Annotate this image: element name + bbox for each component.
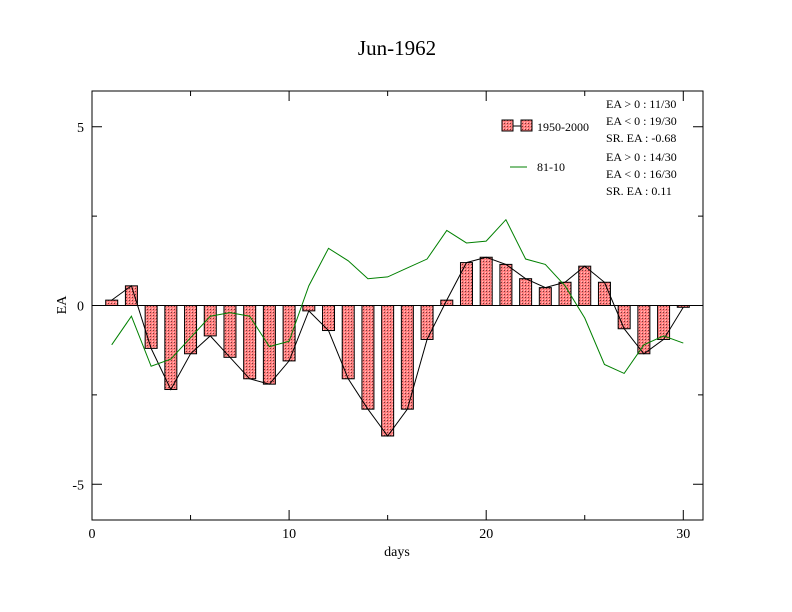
- bar: [499, 263, 513, 307]
- x-tick-label: 10: [282, 527, 296, 542]
- y-tick-label: 5: [77, 121, 84, 136]
- legend: 1950-2000 81-10: [501, 119, 589, 174]
- bar: [657, 305, 671, 340]
- stat-line: SR. EA : 0.11: [606, 184, 672, 198]
- stat-line: EA > 0 : 11/30: [606, 97, 676, 111]
- bar: [617, 305, 631, 330]
- chart-title: Jun-1962: [358, 36, 436, 60]
- bar: [262, 305, 276, 385]
- bar: [538, 287, 552, 306]
- stat-line: EA < 0 : 16/30: [606, 167, 677, 181]
- stat-line: SR. EA : -0.68: [606, 131, 676, 145]
- x-axis-label: days: [384, 545, 410, 560]
- bar: [361, 305, 375, 410]
- x-tick-label: 0: [89, 527, 96, 542]
- x-tick-label: 30: [676, 527, 690, 542]
- bar: [420, 305, 434, 340]
- bar-connector-line: [111, 256, 684, 437]
- y-tick-label: -5: [72, 478, 84, 493]
- bar: [637, 305, 651, 355]
- bar: [105, 299, 119, 307]
- bar: [597, 281, 611, 307]
- stat-line: EA < 0 : 19/30: [606, 114, 677, 128]
- legend-label-series-1: 1950-2000: [537, 120, 589, 134]
- stat-line: EA > 0 : 14/30: [606, 150, 677, 164]
- legend-swatch-series-1-b: [520, 119, 533, 132]
- legend-label-series-2: 81-10: [537, 160, 565, 174]
- stats-annotations: EA > 0 : 11/30 EA < 0 : 19/30 SR. EA : -…: [606, 97, 677, 198]
- x-tick-label: 20: [479, 527, 493, 542]
- bar: [381, 305, 395, 437]
- bar: [676, 305, 690, 308]
- bar: [479, 256, 493, 306]
- bar: [459, 262, 473, 307]
- bar: [144, 305, 158, 349]
- bar: [164, 305, 178, 391]
- series-line-81-10: [111, 218, 684, 375]
- bar: [578, 265, 592, 306]
- y-tick-label: 0: [77, 300, 84, 315]
- legend-swatch-series-1: [501, 119, 514, 132]
- y-axis-label: EA: [55, 295, 70, 315]
- bar: [519, 278, 533, 306]
- bar: [184, 305, 198, 355]
- bar: [282, 305, 296, 362]
- bar: [302, 305, 316, 312]
